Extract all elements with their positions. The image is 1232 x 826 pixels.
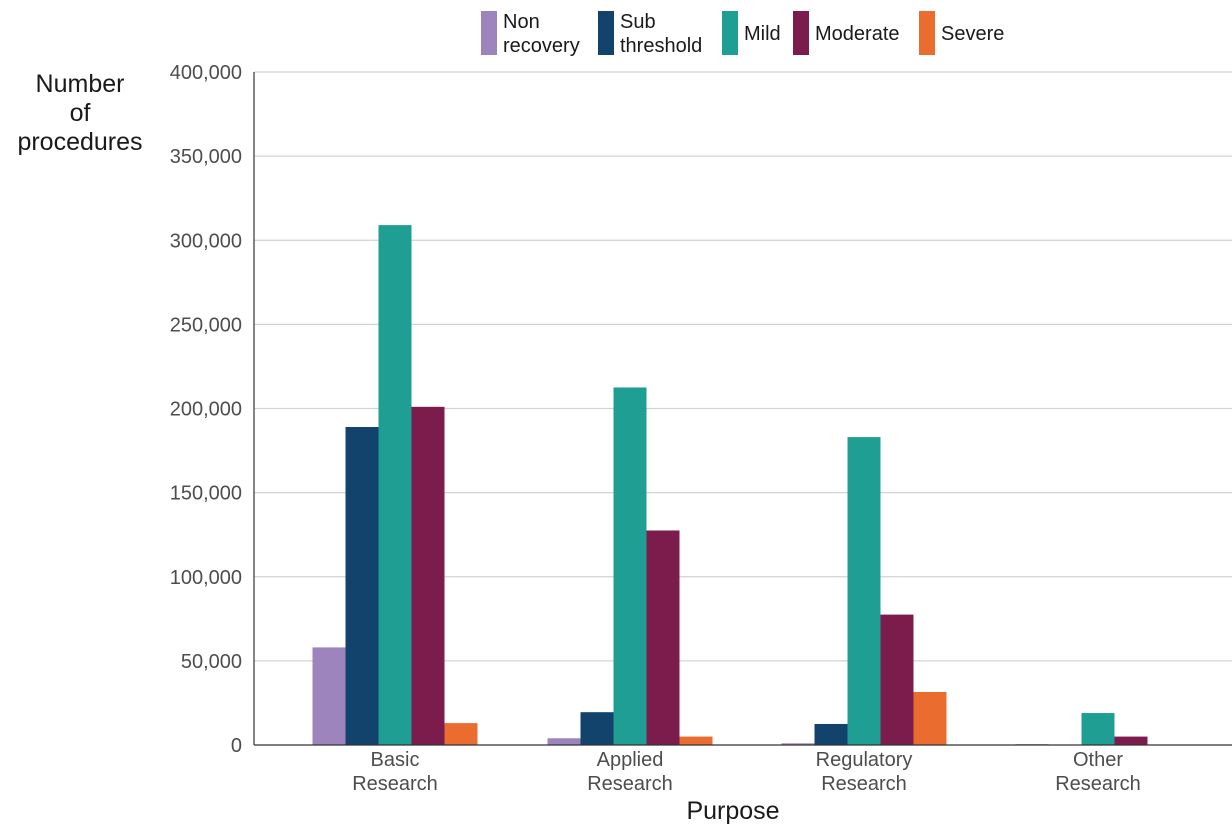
legend-item: Sub threshold	[598, 11, 702, 57]
y-axis-tick-labels: 0 50,000 100,000 150,000 200,000 250,000 300,0…	[170, 62, 242, 757]
bar	[880, 614, 914, 745]
legend-swatch	[793, 11, 809, 55]
bar	[1114, 736, 1148, 745]
x-tick-label: Other Research	[1055, 749, 1141, 795]
y-axis-title-line: Number	[36, 70, 125, 98]
bar	[679, 736, 713, 745]
x-tick-label-line: Applied	[597, 749, 664, 771]
bar	[312, 647, 346, 745]
x-tick-label-line: Research	[821, 773, 907, 795]
legend-label-line: threshold	[620, 35, 702, 57]
legend-label-line: Non	[503, 11, 540, 33]
x-axis-title: Purpose	[686, 797, 779, 825]
bar	[646, 530, 680, 745]
y-tick-label: 200,000	[170, 399, 242, 421]
x-tick-label: Regulatory Research	[816, 749, 913, 795]
legend-swatch	[481, 11, 497, 55]
y-tick-label: 150,000	[170, 483, 242, 505]
x-tick-label: Basic Research	[352, 749, 438, 795]
legend-label: Non recovery	[503, 11, 580, 57]
bar	[847, 437, 881, 745]
bar	[378, 225, 412, 746]
legend-label: Mild	[744, 23, 781, 45]
bar	[913, 692, 947, 745]
legend-label-line: Mild	[744, 23, 781, 45]
bar	[411, 406, 445, 745]
legend-label: Severe	[941, 23, 1004, 45]
bar	[613, 387, 647, 745]
y-tick-label: 0	[231, 735, 242, 757]
bar	[444, 723, 478, 745]
legend-item: Moderate	[793, 11, 900, 55]
bar	[345, 427, 379, 745]
y-tick-label: 300,000	[170, 230, 242, 252]
y-axis-title-line: procedures	[17, 128, 142, 156]
x-tick-label-line: Other	[1073, 749, 1123, 771]
x-tick-label-line: Basic	[371, 749, 420, 771]
bar	[547, 738, 581, 745]
legend-item: Severe	[919, 11, 1004, 55]
legend-label: Sub threshold	[620, 11, 702, 57]
legend-label-line: Severe	[941, 23, 1004, 45]
y-axis-title-text: Number of procedures	[17, 70, 142, 156]
bar	[781, 743, 815, 745]
bar	[580, 712, 614, 745]
legend-item: Non recovery	[481, 11, 580, 57]
legend-label-line: Moderate	[815, 23, 900, 45]
legend: Non recovery Sub threshold Mild Moderate Sever…	[481, 11, 1004, 57]
legend-swatch	[919, 11, 935, 55]
legend-item: Mild	[722, 11, 781, 55]
x-tick-label-line: Research	[352, 773, 438, 795]
legend-label: Moderate	[815, 23, 900, 45]
bars	[312, 225, 1148, 746]
y-axis-title-line: of	[70, 99, 91, 127]
x-tick-label: Applied Research	[587, 749, 673, 795]
legend-label-line: Sub	[620, 11, 656, 33]
y-axis-title: Number of procedures	[17, 70, 142, 156]
x-tick-label-line: Research	[587, 773, 673, 795]
y-tick-label: 250,000	[170, 314, 242, 336]
legend-swatch	[598, 11, 614, 55]
y-tick-label: 50,000	[181, 651, 242, 673]
legend-swatch	[722, 11, 738, 55]
y-tick-label: 350,000	[170, 146, 242, 168]
bar	[814, 723, 848, 745]
x-tick-label-line: Research	[1055, 773, 1141, 795]
y-tick-label: 100,000	[170, 567, 242, 589]
x-tick-label-line: Regulatory	[816, 749, 913, 771]
legend-label-line: recovery	[503, 35, 580, 57]
y-tick-label: 400,000	[170, 62, 242, 84]
bar	[1081, 713, 1115, 745]
